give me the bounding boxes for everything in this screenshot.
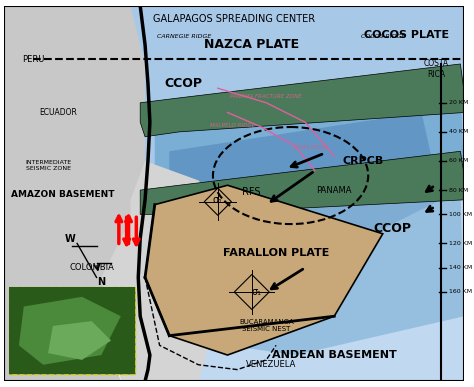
Text: 80 KM: 80 KM: [449, 188, 468, 193]
Polygon shape: [48, 321, 111, 360]
Text: NAZCA PLATE: NAZCA PLATE: [204, 38, 300, 51]
Text: MALPELO RIDGE: MALPELO RIDGE: [210, 123, 255, 128]
Text: RFS: RFS: [242, 187, 261, 197]
Text: COSTA
RICA: COSTA RICA: [424, 59, 449, 79]
Text: ECUADOR: ECUADOR: [39, 108, 77, 117]
Text: FARALLON PLATE: FARALLON PLATE: [223, 248, 329, 258]
Text: VENEZUELA: VENEZUELA: [246, 360, 296, 369]
Text: W: W: [65, 234, 76, 243]
Polygon shape: [101, 161, 247, 381]
Text: 140 KM: 140 KM: [449, 265, 472, 270]
Text: σ₁: σ₁: [213, 195, 223, 205]
Text: ANDEAN BASEMENT: ANDEAN BASEMENT: [272, 350, 397, 360]
Text: BUCARAMANGA
SEISMIC NEST: BUCARAMANGA SEISMIC NEST: [239, 319, 294, 332]
Text: 100 KM: 100 KM: [449, 212, 472, 217]
Text: CCOP: CCOP: [374, 223, 411, 235]
Text: 40 KM: 40 KM: [449, 129, 468, 134]
Text: COIBA RIDGE: COIBA RIDGE: [292, 146, 328, 151]
Polygon shape: [169, 113, 441, 268]
Text: 20 KM: 20 KM: [449, 100, 468, 105]
Polygon shape: [160, 190, 464, 355]
Polygon shape: [9, 287, 136, 375]
Text: CCOP: CCOP: [165, 77, 203, 90]
Text: INTERMEDIATE
SEISMIC ZONE: INTERMEDIATE SEISMIC ZONE: [25, 161, 71, 171]
Polygon shape: [145, 185, 383, 355]
Text: COLOMBIA: COLOMBIA: [69, 263, 114, 272]
Polygon shape: [140, 64, 464, 137]
Text: CARNEGIE RIDGE: CARNEGIE RIDGE: [157, 34, 211, 39]
Text: COCOS PLATE: COCOS PLATE: [365, 30, 449, 40]
Text: σ₁: σ₁: [252, 287, 262, 297]
Text: 120 KM: 120 KM: [449, 241, 472, 246]
Polygon shape: [130, 6, 464, 287]
Text: N: N: [97, 277, 105, 287]
Text: PERU: PERU: [22, 55, 45, 63]
Text: PANAMA: PANAMA: [317, 186, 352, 195]
Polygon shape: [4, 6, 145, 381]
Text: 160 KM: 160 KM: [449, 289, 472, 295]
Polygon shape: [155, 83, 464, 277]
Text: GALAPAGOS SPREADING CENTER: GALAPAGOS SPREADING CENTER: [153, 14, 315, 24]
FancyBboxPatch shape: [9, 287, 136, 375]
Polygon shape: [199, 171, 464, 381]
Polygon shape: [19, 297, 121, 365]
Polygon shape: [140, 151, 464, 214]
Text: CRPCB: CRPCB: [343, 156, 384, 166]
Text: PANAMA FRACTURE ZONE: PANAMA FRACTURE ZONE: [230, 94, 302, 99]
Text: AMAZON BASEMENT: AMAZON BASEMENT: [11, 190, 114, 199]
Text: 60 KM: 60 KM: [449, 159, 468, 163]
Text: COCOS RIDGE: COCOS RIDGE: [361, 34, 405, 39]
